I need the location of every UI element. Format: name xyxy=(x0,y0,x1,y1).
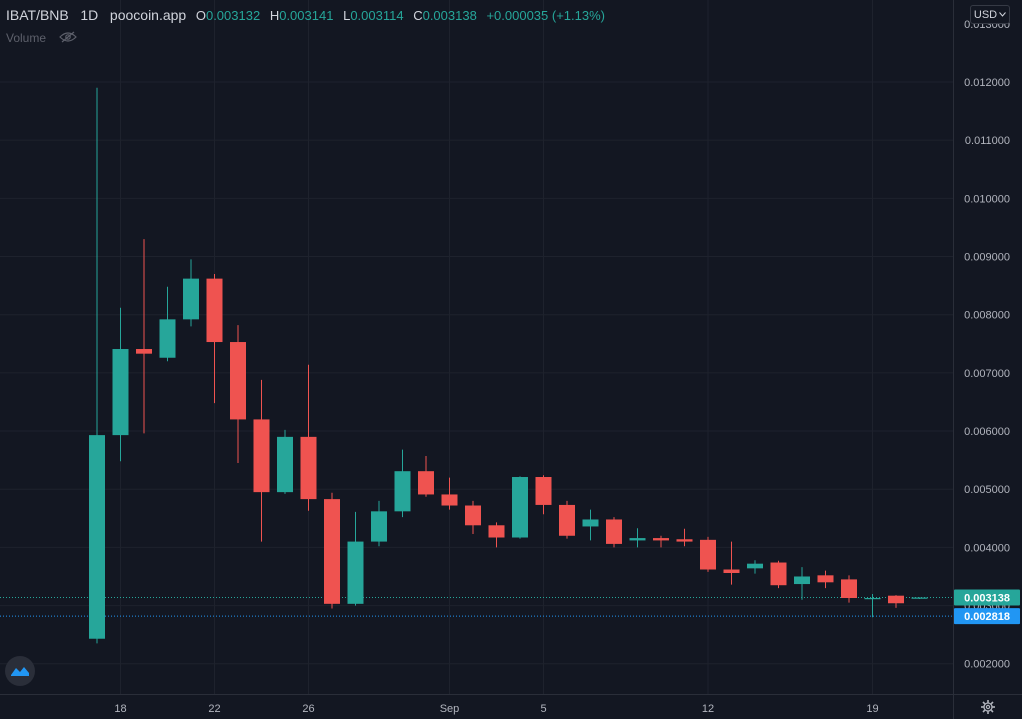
candle-body[interactable] xyxy=(488,525,505,538)
price-badge xyxy=(954,608,1020,625)
candle-body[interactable] xyxy=(253,419,270,493)
candle-body[interactable] xyxy=(347,541,364,604)
candle-body[interactable] xyxy=(723,569,740,573)
price-badge-label: 0.002818 xyxy=(964,611,1010,623)
candle-body[interactable] xyxy=(888,595,904,604)
candle-body[interactable] xyxy=(441,494,458,506)
candle-body[interactable] xyxy=(371,511,387,542)
candle-body[interactable] xyxy=(418,471,434,495)
interval-label[interactable]: 1D xyxy=(80,7,99,23)
candle-body[interactable] xyxy=(794,576,810,585)
eye-hidden-icon[interactable] xyxy=(59,31,78,46)
gear-icon[interactable] xyxy=(980,699,996,715)
y-tick-label: 0.004000 xyxy=(964,542,1010,554)
source-label: poocoin.app xyxy=(109,7,187,23)
candle-body[interactable] xyxy=(747,563,763,569)
candle-body[interactable] xyxy=(629,538,646,541)
y-tick-label: 0.011000 xyxy=(965,135,1010,147)
volume-legend[interactable]: Volume xyxy=(6,31,78,46)
x-tick-label: 18 xyxy=(114,703,126,715)
open-value: 0.003132 xyxy=(205,8,261,23)
candle-body[interactable] xyxy=(206,278,223,343)
candle-body[interactable] xyxy=(653,538,669,541)
y-tick-label: 0.007000 xyxy=(964,368,1010,380)
y-tick-label: 0.005000 xyxy=(964,484,1010,496)
low-label: L xyxy=(343,8,351,23)
y-tick-label: 0.009000 xyxy=(964,252,1010,264)
candle-body[interactable] xyxy=(159,319,176,358)
candle-body[interactable] xyxy=(864,598,881,600)
volume-label: Volume xyxy=(6,31,47,45)
x-tick-label: 19 xyxy=(866,703,878,715)
y-tick-label: 0.010000 xyxy=(964,193,1010,205)
x-tick-label: 5 xyxy=(540,703,546,715)
close-label: C xyxy=(413,8,423,23)
candle-body[interactable] xyxy=(582,519,599,527)
y-tick-label: 0.002000 xyxy=(964,659,1010,671)
chevron-down-icon xyxy=(999,12,1006,17)
chart-legend: IBAT/BNB 1D poocoin.app O0.003132 H0.003… xyxy=(6,7,605,23)
candle-body[interactable] xyxy=(112,349,129,436)
candle-body[interactable] xyxy=(911,597,928,599)
candle-body[interactable] xyxy=(535,477,552,505)
tradingview-logo-icon[interactable] xyxy=(5,656,35,686)
x-tick-label: Sep xyxy=(440,703,460,715)
candle-body[interactable] xyxy=(183,278,199,320)
candle-body[interactable] xyxy=(230,342,246,420)
currency-selector[interactable]: USD xyxy=(970,5,1010,24)
y-tick-label: 0.006000 xyxy=(964,426,1010,438)
x-tick-label: 26 xyxy=(302,703,314,715)
candle-body[interactable] xyxy=(89,435,105,639)
y-tick-label: 0.012000 xyxy=(964,77,1010,89)
currency-label: USD xyxy=(973,8,998,21)
candle-body[interactable] xyxy=(606,519,622,544)
high-label: H xyxy=(269,8,280,23)
candle-body[interactable] xyxy=(841,579,857,599)
candle-body[interactable] xyxy=(324,499,340,604)
low-value: 0.003114 xyxy=(350,8,404,23)
high-value: 0.003141 xyxy=(279,8,334,23)
close-value: 0.003138 xyxy=(422,8,477,23)
candle-body[interactable] xyxy=(676,539,693,542)
candle-body[interactable] xyxy=(700,539,716,570)
price-badge xyxy=(954,589,1020,606)
x-tick-label: 22 xyxy=(208,703,220,715)
candle-body[interactable] xyxy=(817,575,834,583)
candle-body[interactable] xyxy=(300,436,317,500)
candle-body[interactable] xyxy=(394,471,411,512)
candle-body[interactable] xyxy=(512,477,528,538)
open-label: O xyxy=(195,8,206,23)
candle-body[interactable] xyxy=(277,436,293,493)
candle-body[interactable] xyxy=(136,349,152,354)
candle-body[interactable] xyxy=(559,504,575,536)
change-value: +0.000035 (+1.13%) xyxy=(486,8,605,23)
symbol-name[interactable]: IBAT/BNB xyxy=(6,7,69,23)
y-tick-label: 0.008000 xyxy=(964,310,1010,322)
candle-body[interactable] xyxy=(465,505,481,526)
price-badge-label: 0.003138 xyxy=(964,593,1010,605)
x-tick-label: 12 xyxy=(702,703,714,715)
candle-body[interactable] xyxy=(770,562,787,586)
